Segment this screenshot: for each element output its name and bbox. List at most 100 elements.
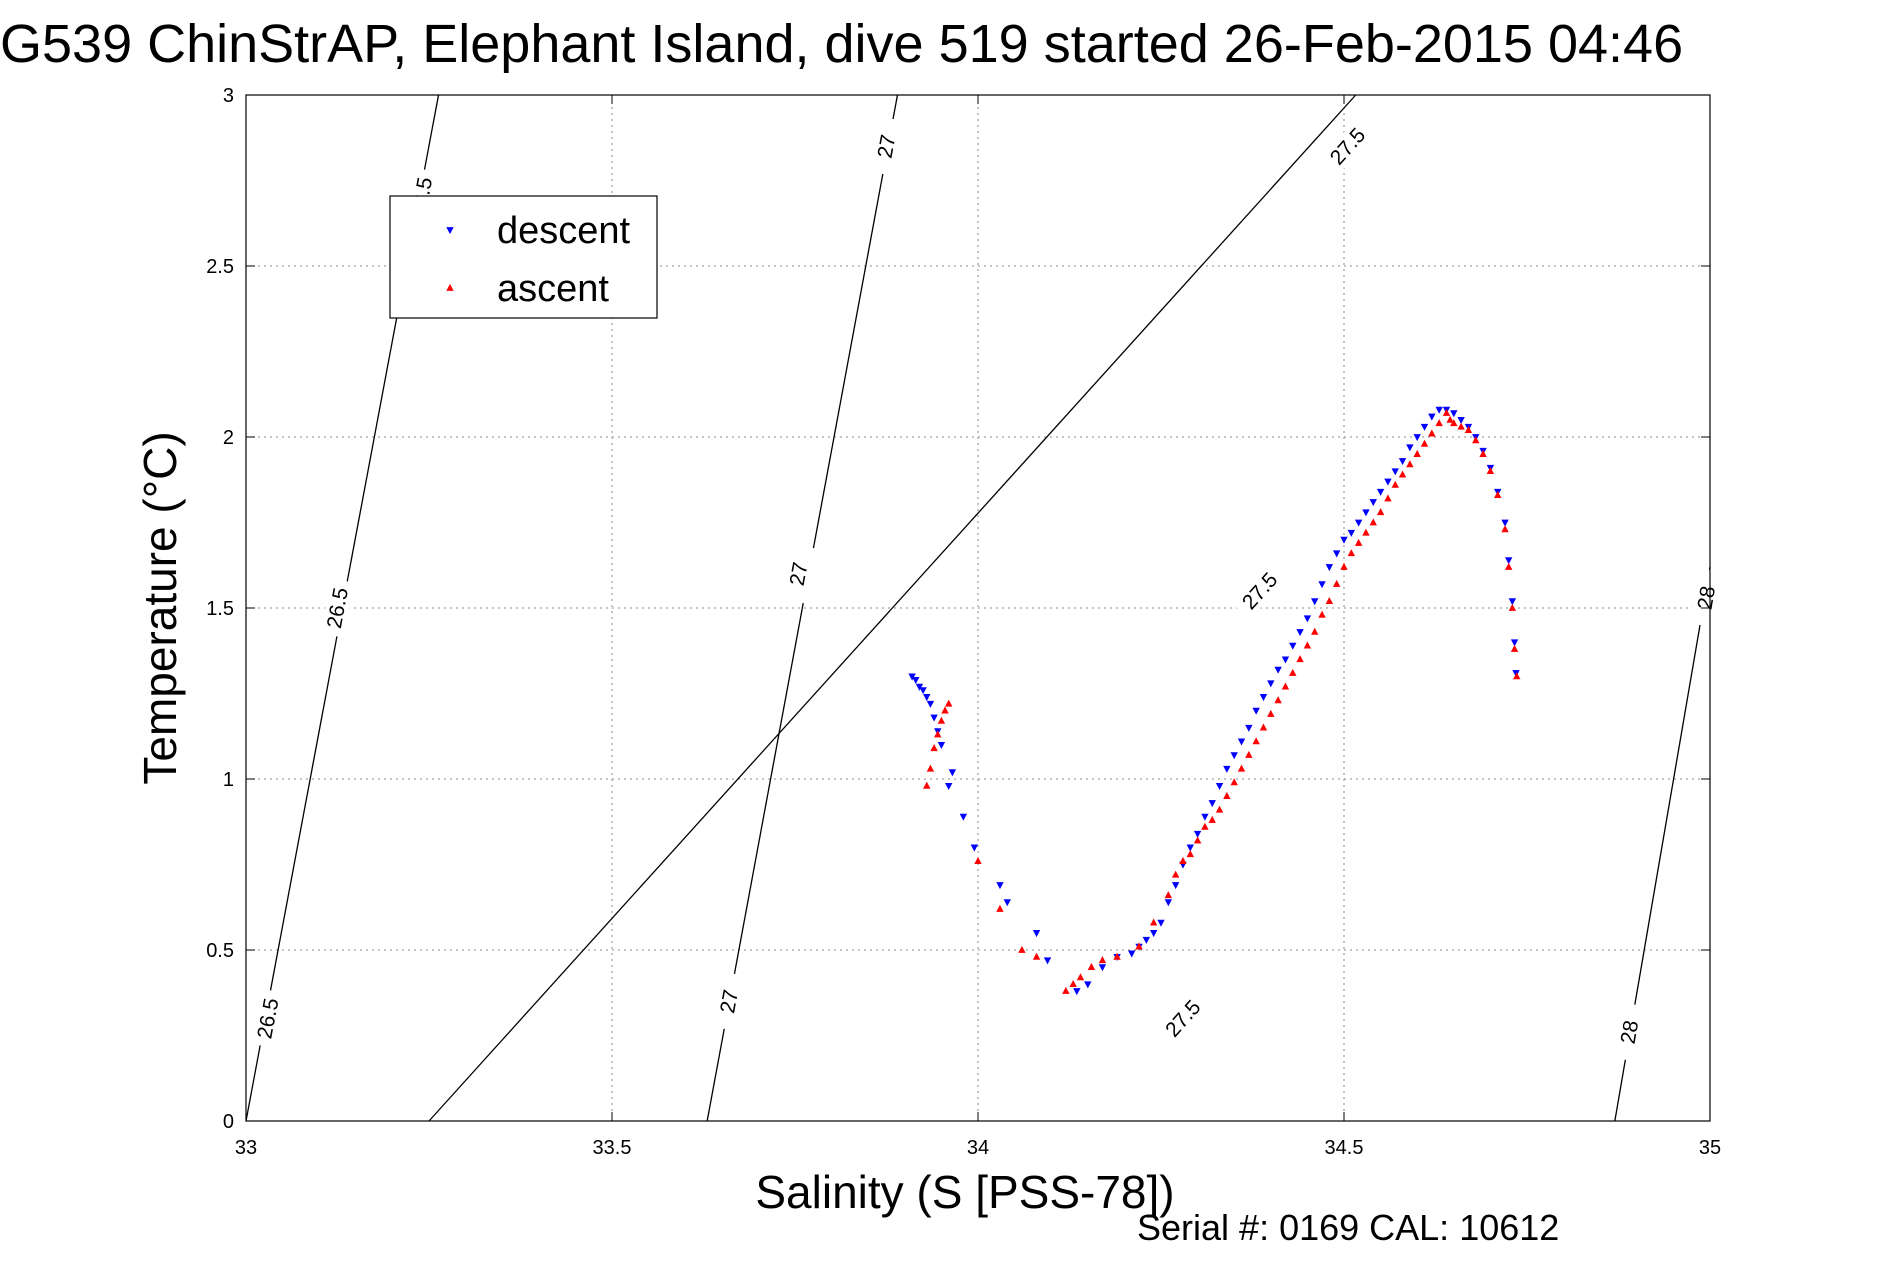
ascent-point bbox=[1113, 952, 1121, 960]
descent-point bbox=[1347, 529, 1356, 537]
legend-items: descent ascent bbox=[446, 210, 631, 310]
descent-point bbox=[930, 714, 938, 722]
legend-label-ascent: ascent bbox=[497, 268, 609, 310]
descent-point bbox=[1084, 981, 1092, 989]
ascent-point bbox=[1494, 490, 1502, 498]
legend-marker-ascent bbox=[446, 283, 454, 291]
ascent-point bbox=[1252, 737, 1260, 745]
ascent-point bbox=[923, 781, 931, 789]
ascent-point bbox=[1164, 891, 1173, 899]
ascent-point bbox=[926, 764, 935, 772]
ascent-point bbox=[1457, 422, 1465, 430]
descent-point bbox=[996, 882, 1004, 890]
descent-point bbox=[1098, 964, 1107, 972]
y-tick-label: 1 bbox=[223, 769, 234, 791]
y-axis-label: Temperature (°C) bbox=[134, 431, 186, 784]
descent-point bbox=[1157, 919, 1165, 927]
ascent-point bbox=[930, 744, 938, 752]
descent-points bbox=[908, 406, 1520, 996]
contour-label-gap bbox=[1612, 1002, 1647, 1062]
descent-point bbox=[1428, 413, 1436, 421]
descent-point bbox=[1354, 519, 1363, 527]
x-tick-label: 33 bbox=[235, 1137, 257, 1159]
ascent-point bbox=[1303, 641, 1312, 649]
descent-point bbox=[970, 844, 979, 852]
legend: descent ascent bbox=[389, 195, 658, 319]
contour-label-gap bbox=[1232, 562, 1288, 620]
descent-point bbox=[1340, 536, 1348, 544]
descent-point bbox=[1149, 930, 1158, 938]
ascent-point bbox=[1318, 610, 1326, 618]
x-tick-label: 33.5 bbox=[593, 1137, 632, 1159]
ascent-point bbox=[1340, 562, 1348, 570]
descent-point bbox=[1171, 882, 1180, 890]
ascent-point bbox=[1486, 467, 1495, 475]
ascent-point bbox=[1501, 525, 1509, 533]
descent-point bbox=[1435, 406, 1443, 414]
x-axis-label: Salinity (S [PSS-78]) bbox=[755, 1166, 1174, 1218]
ascent-point bbox=[937, 716, 946, 724]
descent-point bbox=[923, 694, 931, 702]
contour-label: 27 bbox=[786, 560, 813, 587]
descent-point bbox=[1311, 598, 1319, 606]
descent-point bbox=[1252, 707, 1260, 715]
contour-label-gap bbox=[320, 578, 355, 638]
contour-label-gap bbox=[712, 971, 747, 1032]
descent-point bbox=[908, 673, 916, 681]
descent-point bbox=[1501, 519, 1509, 527]
descent-point bbox=[937, 741, 946, 749]
descent-point bbox=[1457, 417, 1465, 425]
ascent-point bbox=[945, 699, 953, 707]
footer-serial: Serial #: 0169 CAL: 10612 bbox=[1137, 1207, 1559, 1248]
ascent-point bbox=[1215, 805, 1224, 813]
ascent-point bbox=[1032, 952, 1041, 960]
descent-point bbox=[1215, 782, 1224, 791]
descent-point bbox=[948, 769, 957, 777]
y-tick-label: 3 bbox=[223, 85, 234, 107]
ascent-point bbox=[1384, 494, 1392, 502]
descent-point bbox=[926, 700, 935, 708]
y-axis-ticks: 0 0.5 1 1.5 2 2.5 3 bbox=[206, 85, 1710, 1133]
ascent-point bbox=[1135, 942, 1143, 950]
y-tick-label: 0 bbox=[223, 1111, 234, 1133]
ascent-point bbox=[1259, 723, 1268, 731]
legend-label-descent: descent bbox=[497, 210, 631, 252]
descent-point bbox=[1259, 694, 1268, 702]
descent-point bbox=[1398, 458, 1407, 466]
descent-point bbox=[1362, 509, 1370, 517]
contour-label-gap bbox=[869, 116, 904, 177]
descent-point bbox=[1208, 800, 1216, 808]
ascent-point bbox=[1435, 419, 1443, 427]
ascent-point bbox=[1325, 596, 1334, 605]
y-tick-label: 2 bbox=[223, 427, 234, 449]
descent-point bbox=[1325, 564, 1334, 572]
descent-point bbox=[1003, 899, 1011, 907]
contour-label-gap bbox=[1319, 117, 1376, 176]
contour-label: 27 bbox=[716, 988, 743, 1015]
ascent-point bbox=[1186, 850, 1194, 858]
descent-point bbox=[915, 683, 924, 691]
descent-point bbox=[1413, 434, 1421, 442]
descent-point bbox=[1073, 988, 1081, 996]
ascent-point bbox=[1450, 419, 1458, 427]
descent-point bbox=[1505, 557, 1513, 565]
contour-label: 27 bbox=[874, 133, 901, 160]
ascent-point bbox=[1201, 822, 1209, 830]
x-tick-label: 34 bbox=[967, 1137, 989, 1159]
descent-point bbox=[1267, 680, 1275, 688]
descent-point bbox=[919, 687, 927, 695]
ascent-point bbox=[1505, 562, 1513, 570]
ascent-point bbox=[1223, 791, 1231, 799]
ascent-point bbox=[1296, 655, 1304, 663]
ascent-point bbox=[1087, 962, 1096, 970]
ascent-point bbox=[1193, 836, 1202, 844]
contour-label: 28 bbox=[1694, 584, 1721, 611]
ascent-point bbox=[1446, 415, 1454, 423]
x-tick-label: 35 bbox=[1699, 1137, 1721, 1159]
descent-point bbox=[1193, 830, 1202, 838]
ascent-point bbox=[1406, 460, 1414, 468]
descent-point bbox=[959, 813, 968, 821]
descent-point bbox=[1332, 550, 1341, 558]
ascent-point bbox=[1369, 518, 1377, 526]
